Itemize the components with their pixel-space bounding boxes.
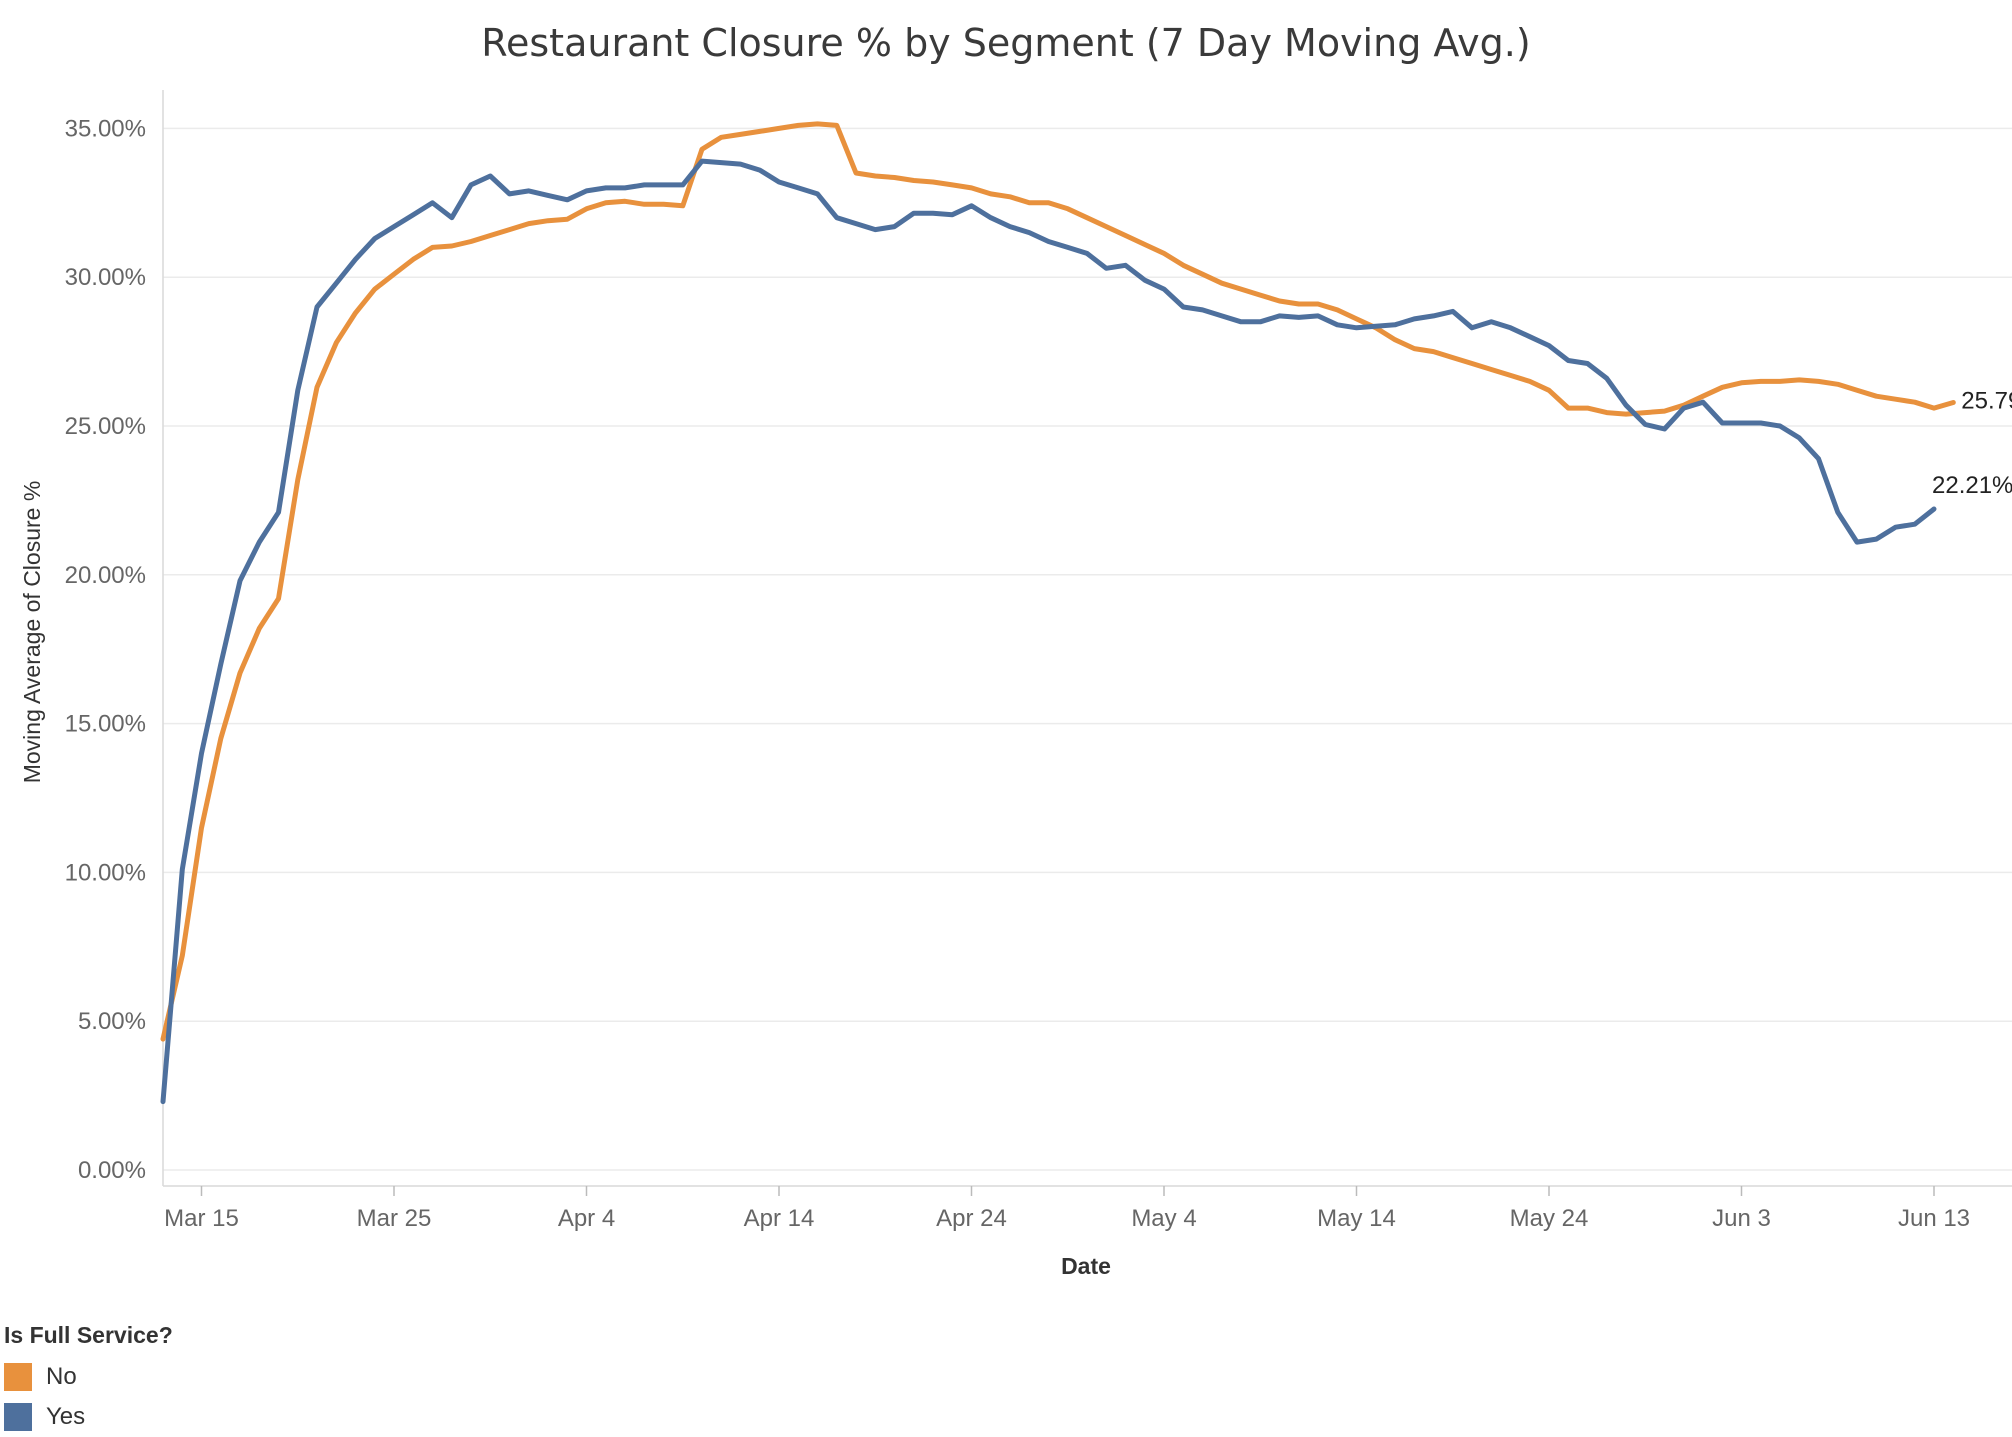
y-tick-label: 35.00% [65, 115, 146, 142]
end-labels: 25.79% 22.21% [1932, 387, 2012, 499]
series-line-yes [160, 158, 1937, 1105]
gridlines [163, 127, 2012, 1171]
x-tick-label: Jun 3 [1712, 1205, 1771, 1232]
x-tick-label: May 4 [1131, 1205, 1196, 1232]
legend-label-no: No [46, 1363, 77, 1390]
y-axis-title: Moving Average of Closure % [19, 481, 45, 784]
legend-swatch-no [4, 1363, 32, 1391]
end-label-yes: 22.21% [1932, 472, 2012, 499]
y-tick-label: 10.00% [65, 859, 146, 886]
legend: Is Full Service? No Yes [4, 1322, 173, 1437]
y-tick-label: 30.00% [65, 264, 146, 291]
legend-item-no[interactable]: No [4, 1357, 173, 1397]
axes [162, 90, 2012, 1187]
y-tick-label: 0.00% [78, 1157, 146, 1184]
x-tick-label: Apr 14 [744, 1205, 815, 1232]
end-label-no: 25.79% [1961, 387, 2012, 414]
chart-title: Restaurant Closure % by Segment (7 Day M… [481, 21, 1530, 65]
x-axis-title: Date [1061, 1253, 1111, 1279]
y-tick-label: 25.00% [65, 413, 146, 440]
x-tick-label: Mar 25 [357, 1205, 432, 1232]
x-axis-ticks: Mar 15 Mar 25 Apr 4 Apr 14 Apr 24 May 4 May 14… [164, 1186, 1970, 1232]
x-tick-label: Apr 24 [936, 1205, 1007, 1232]
y-tick-label: 20.00% [65, 562, 146, 589]
x-tick-label: Jun 13 [1898, 1205, 1970, 1232]
series-line-no [160, 121, 1956, 1042]
y-tick-label: 5.00% [78, 1008, 146, 1035]
y-tick-label: 15.00% [65, 711, 146, 738]
legend-item-yes[interactable]: Yes [4, 1397, 173, 1437]
legend-title: Is Full Service? [4, 1322, 173, 1348]
x-tick-label: Apr 4 [558, 1205, 615, 1232]
legend-swatch-yes [4, 1403, 32, 1431]
x-tick-label: May 24 [1510, 1205, 1589, 1232]
y-axis-ticks: 0.00% 5.00% 10.00% 15.00% 20.00% 25.00% 30.00%… [65, 115, 146, 1184]
series-lines [160, 121, 1956, 1105]
x-tick-label: May 14 [1317, 1205, 1396, 1232]
legend-label-yes: Yes [46, 1403, 86, 1430]
x-tick-label: Mar 15 [164, 1205, 239, 1232]
